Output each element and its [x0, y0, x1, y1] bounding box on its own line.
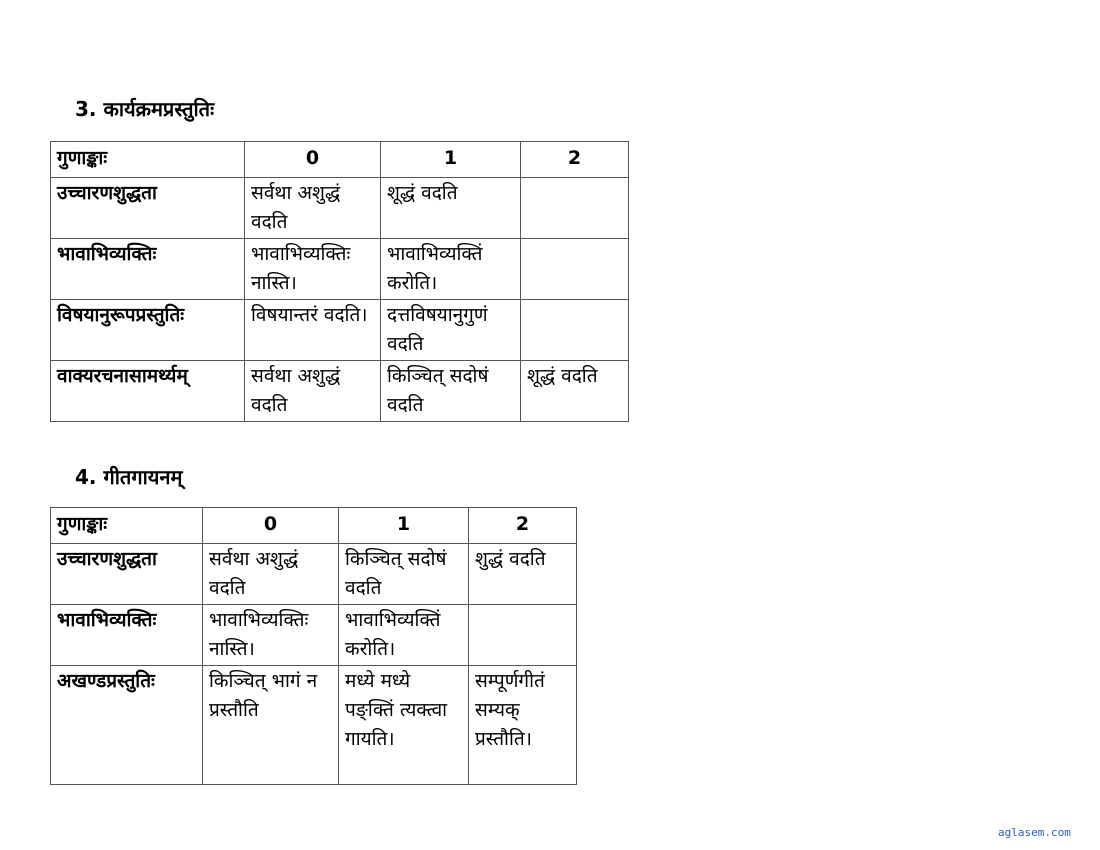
criterion-description — [520, 177, 629, 239]
criterion-description — [520, 299, 629, 361]
header-score-1: 1 — [338, 507, 469, 544]
header-score-1: 1 — [380, 141, 521, 178]
header-score-0: 0 — [244, 141, 381, 178]
criterion-label: भावाभिव्यक्तिः — [50, 238, 245, 300]
criterion-description: भावाभिव्यक्तिं करोति। — [338, 604, 469, 666]
table-row: अखण्डप्रस्तुतिः किञ्चित् भागं न प्रस्तौति… — [50, 665, 577, 785]
table-header-row: गुणाङ्काः 0 1 2 — [50, 507, 577, 544]
table-row: भावाभिव्यक्तिः भावाभिव्यक्तिः नास्ति। भावा… — [50, 604, 577, 666]
table-row: भावाभिव्यक्तिः भावाभिव्यक्तिः नास्ति। भावा… — [50, 238, 629, 300]
table-row: विषयानुरूपप्रस्तुतिः विषयान्तरं वदति। दत्त… — [50, 299, 629, 361]
criterion-description: सर्वथा अशुद्धं वदति — [202, 543, 339, 605]
criterion-description — [468, 604, 577, 666]
criterion-description: विषयान्तरं वदति। — [244, 299, 381, 361]
criterion-label: उच्चारणशुद्धता — [50, 543, 203, 605]
section-3-heading: 3. कार्यक्रमप्रस्तुतिः — [75, 97, 215, 121]
criterion-description: शूद्धं वदति — [520, 360, 629, 422]
criterion-description: मध्ये मध्ये पङ्क्तिं त्यक्त्वा गायति। — [338, 665, 469, 785]
criterion-description: भावाभिव्यक्तिः नास्ति। — [244, 238, 381, 300]
header-score-2: 2 — [520, 141, 629, 178]
header-score-2: 2 — [468, 507, 577, 544]
criterion-description: किञ्चित् सदोषं वदति — [380, 360, 521, 422]
criterion-label: वाक्यरचनासामर्थ्यम् — [50, 360, 245, 422]
criterion-description: शुद्धं वदति — [468, 543, 577, 605]
section-3-rubric-table: गुणाङ्काः 0 1 2 उच्चारणशुद्धता सर्वथा अशुद्ध… — [50, 141, 629, 422]
criterion-description: किञ्चित् भागं न प्रस्तौति — [202, 665, 339, 785]
header-score-label: गुणाङ्काः — [50, 507, 203, 544]
criterion-description: भावाभिव्यक्तिः नास्ति। — [202, 604, 339, 666]
criterion-description: किञ्चित् सदोषं वदति — [338, 543, 469, 605]
criterion-label: विषयानुरूपप्रस्तुतिः — [50, 299, 245, 361]
section-4-rubric-table: गुणाङ्काः 0 1 2 उच्चारणशुद्धता सर्वथा अशुद्ध… — [50, 507, 577, 785]
table-row: वाक्यरचनासामर्थ्यम् सर्वथा अशुद्धं वदति कि… — [50, 360, 629, 422]
criterion-description: सर्वथा अशुद्धं वदति — [244, 360, 381, 422]
criterion-label: उच्चारणशुद्धता — [50, 177, 245, 239]
criterion-description: दत्तविषयानुगुणं वदति — [380, 299, 521, 361]
table-row: उच्चारणशुद्धता सर्वथा अशुद्धं वदति किञ्चित… — [50, 543, 577, 605]
header-score-0: 0 — [202, 507, 339, 544]
criterion-description: सर्वथा अशुद्धं वदति — [244, 177, 381, 239]
criterion-description — [520, 238, 629, 300]
table-header-row: गुणाङ्काः 0 1 2 — [50, 141, 629, 178]
criterion-label: अखण्डप्रस्तुतिः — [50, 665, 203, 785]
criterion-description: सम्पूर्णगीतं सम्यक् प्रस्तौति। — [468, 665, 577, 785]
table-row: उच्चारणशुद्धता सर्वथा अशुद्धं वदति शूद्धं … — [50, 177, 629, 239]
criterion-description: शूद्धं वदति — [380, 177, 521, 239]
footer-watermark: aglasem.com — [998, 826, 1071, 839]
criterion-label: भावाभिव्यक्तिः — [50, 604, 203, 666]
criterion-description: भावाभिव्यक्तिं करोति। — [380, 238, 521, 300]
section-4-heading: 4. गीतगायनम् — [75, 465, 183, 489]
header-score-label: गुणाङ्काः — [50, 141, 245, 178]
